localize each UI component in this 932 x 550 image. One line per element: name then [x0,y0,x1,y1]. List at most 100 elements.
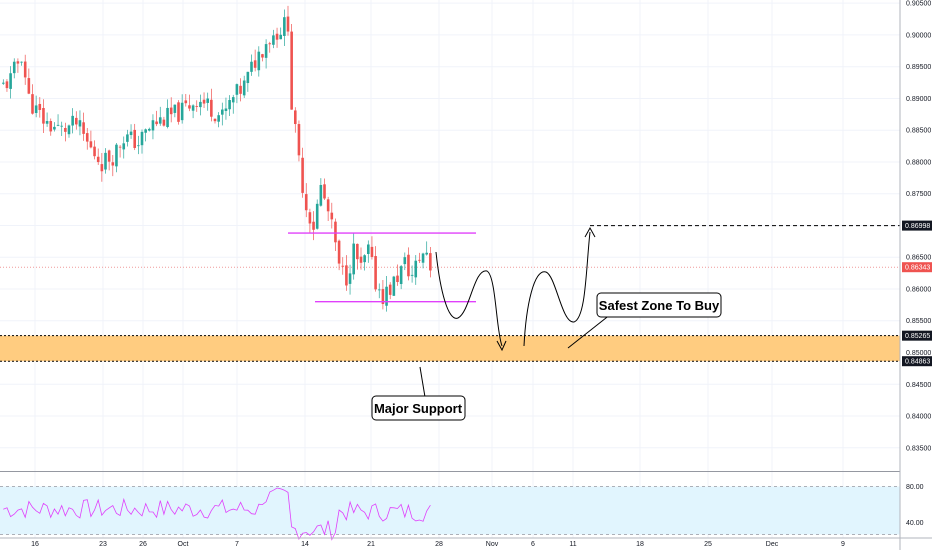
date-tick-label: 25 [704,541,712,548]
candle-body [257,51,261,71]
candle-body [304,194,308,211]
projection-arrowhead-1 [496,340,507,352]
candle-body [20,61,23,63]
price-tag [902,262,932,273]
candle-body [348,273,352,284]
candle-body [140,131,144,146]
price-tick-label: 0.83500 [906,445,931,452]
support-zone-layer [0,266,900,362]
candle-body [49,121,53,132]
candle-body [23,61,27,78]
candle-body [370,246,374,257]
date-tick-label: 18 [636,541,644,548]
candle-body [31,94,34,114]
candle-body [184,100,188,104]
candle-body [235,84,239,95]
candle-body [96,156,100,163]
candle-body [429,253,432,271]
candle-body [195,106,199,107]
candle-body [297,124,301,156]
price-tick-label: 0.86000 [906,286,931,293]
candle-body [188,105,191,109]
price-tick-label: 0.84000 [906,414,931,421]
candle-body [286,16,290,32]
candle-body [399,266,403,285]
candle-body [272,35,275,45]
price-tick-label: 0.88500 [906,128,931,135]
candle-body [56,124,60,126]
rsi-pane [0,486,900,541]
date-tick-label: 16 [31,541,39,548]
candle-body [2,82,5,84]
candle-body [213,118,217,122]
candle-body [392,276,396,296]
candle-body [224,108,228,112]
price-tick-label: 0.86500 [906,255,931,262]
price-tick-label: 0.87500 [906,191,931,198]
candle-body [228,100,231,110]
candle-body [60,125,63,127]
candle-body [100,164,104,172]
candle-body [158,117,162,124]
candle-body [239,85,242,94]
candle-body [396,275,399,283]
price-tag [902,330,932,341]
candle-body [407,254,410,277]
candle-body [162,119,166,126]
candle-body [363,255,366,263]
candle-body [253,60,257,68]
projection-path-2 [523,231,591,347]
candle-body [250,61,253,72]
price-tick-label: 0.85000 [906,350,931,357]
candle-body [111,162,115,166]
candle-body [144,129,147,133]
candle-body [115,144,118,167]
price-axis[interactable]: 0.83500 0.84000 0.84500 0.85000 0.85500 0.860… [899,0,932,550]
candle-body [301,157,304,193]
date-tick-label: 23 [99,541,107,548]
candle-body [155,121,158,125]
date-tick-label: 28 [435,541,443,548]
candle-body [356,243,359,260]
candle-body [148,128,151,131]
price-tag [902,220,932,231]
candle-body [294,110,297,125]
projection-path-1 [435,251,503,347]
candle-body [261,54,264,58]
time-axis[interactable]: 16 23 26 Oct 7 14 21 28 Nov 6 11 18 25 Dec 9 [0,537,932,548]
candle-body [334,221,337,243]
candle-body [315,203,319,229]
candle-body [133,129,136,148]
candle-body [12,61,16,74]
candle-body [27,78,31,94]
candle-body [75,117,78,125]
candle-body [38,103,42,110]
price-tick-label: 0.89500 [906,64,931,71]
candles [2,5,432,312]
date-tick-label: Dec [766,541,779,548]
rsi-line [3,487,431,541]
candle-body [202,99,206,104]
date-tick-label: 11 [569,541,576,548]
candle-body [279,34,282,40]
candle-body [34,105,38,113]
candle-body [118,146,122,148]
candle-body [122,143,126,150]
candle-body [377,289,381,291]
candle-body [78,120,82,127]
candle-body [104,152,107,170]
candle-body [312,221,315,230]
candle-body [421,253,425,263]
candle-body [385,286,388,306]
candle-body [381,289,385,304]
candle-body [319,184,323,206]
candle-body [323,184,326,199]
candle-body [16,61,20,64]
candle-body [191,105,195,111]
candle-body [177,102,180,122]
candle-body [275,33,279,40]
callout-safest-zone: Safest Zone To Buy [599,298,720,313]
callout-box-major-support [371,395,466,421]
candle-body [199,101,202,108]
